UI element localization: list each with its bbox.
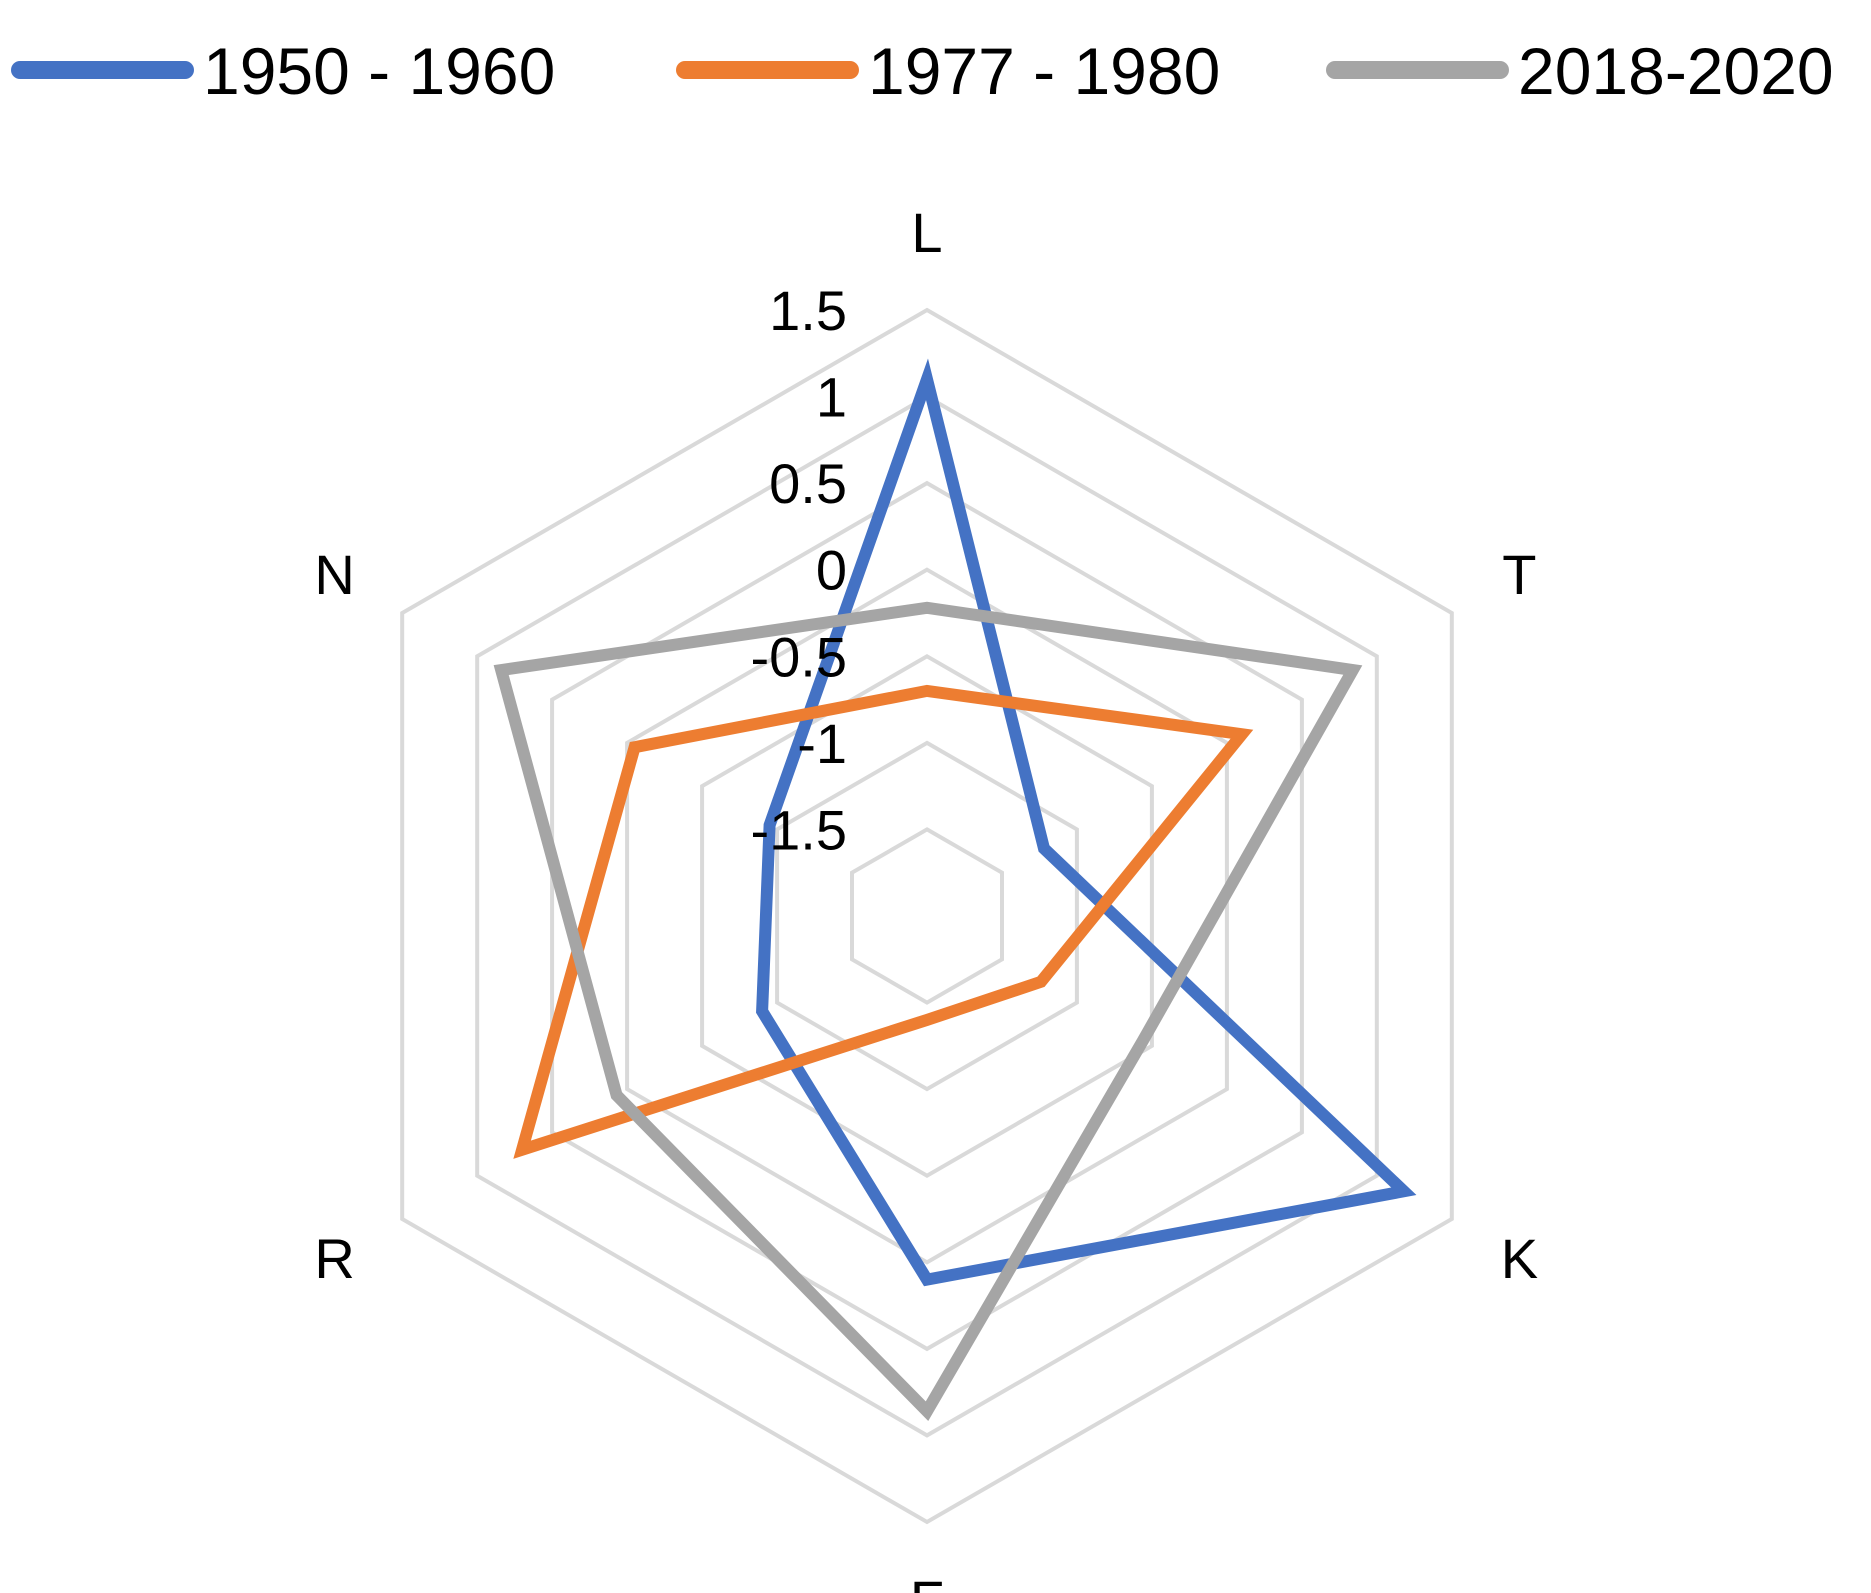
axis-label-R: R [314, 1227, 354, 1290]
gridline-ring-2 [700, 653, 1154, 1179]
gridline-ring-4 [550, 480, 1304, 1352]
axis-label-T: T [1502, 543, 1536, 606]
radar-series [493, 358, 1417, 1422]
gridline-ring-3 [625, 567, 1229, 1265]
legend-label-1: 1977 - 1980 [868, 34, 1220, 108]
tick-label: 0 [816, 539, 847, 602]
radar-tick-labels: -1.5 -1 -0.5 0 0.5 1 1.5 [751, 279, 848, 861]
gridline-ring-0 [850, 827, 1004, 1005]
gridline-ring-1 [775, 740, 1079, 1092]
series-line-2 [493, 601, 1363, 1422]
tick-label: -1 [797, 712, 847, 775]
tick-label: 0.5 [769, 452, 847, 515]
radar-axis-labels: L T K F R N [314, 201, 1538, 1593]
axis-label-F: F [910, 1569, 944, 1593]
legend-label-2: 2018-2020 [1518, 34, 1834, 108]
gridline-ring-6 [400, 307, 1454, 1525]
axis-label-L: L [911, 201, 942, 264]
legend: 1950 - 1960 1977 - 1980 2018-2020 [11, 34, 1834, 108]
tick-label: 1.5 [769, 279, 847, 342]
tick-label: -1.5 [751, 798, 848, 861]
series-line-1 [513, 684, 1254, 1159]
tick-label: -0.5 [751, 625, 848, 688]
legend-label-0: 1950 - 1960 [203, 34, 555, 108]
axis-label-K: K [1501, 1227, 1538, 1290]
series-line-0 [756, 358, 1417, 1287]
radar-grid [400, 307, 1454, 1525]
tick-label: 1 [816, 366, 847, 429]
gridline-ring-5 [475, 394, 1379, 1438]
axis-label-N: N [314, 543, 354, 606]
